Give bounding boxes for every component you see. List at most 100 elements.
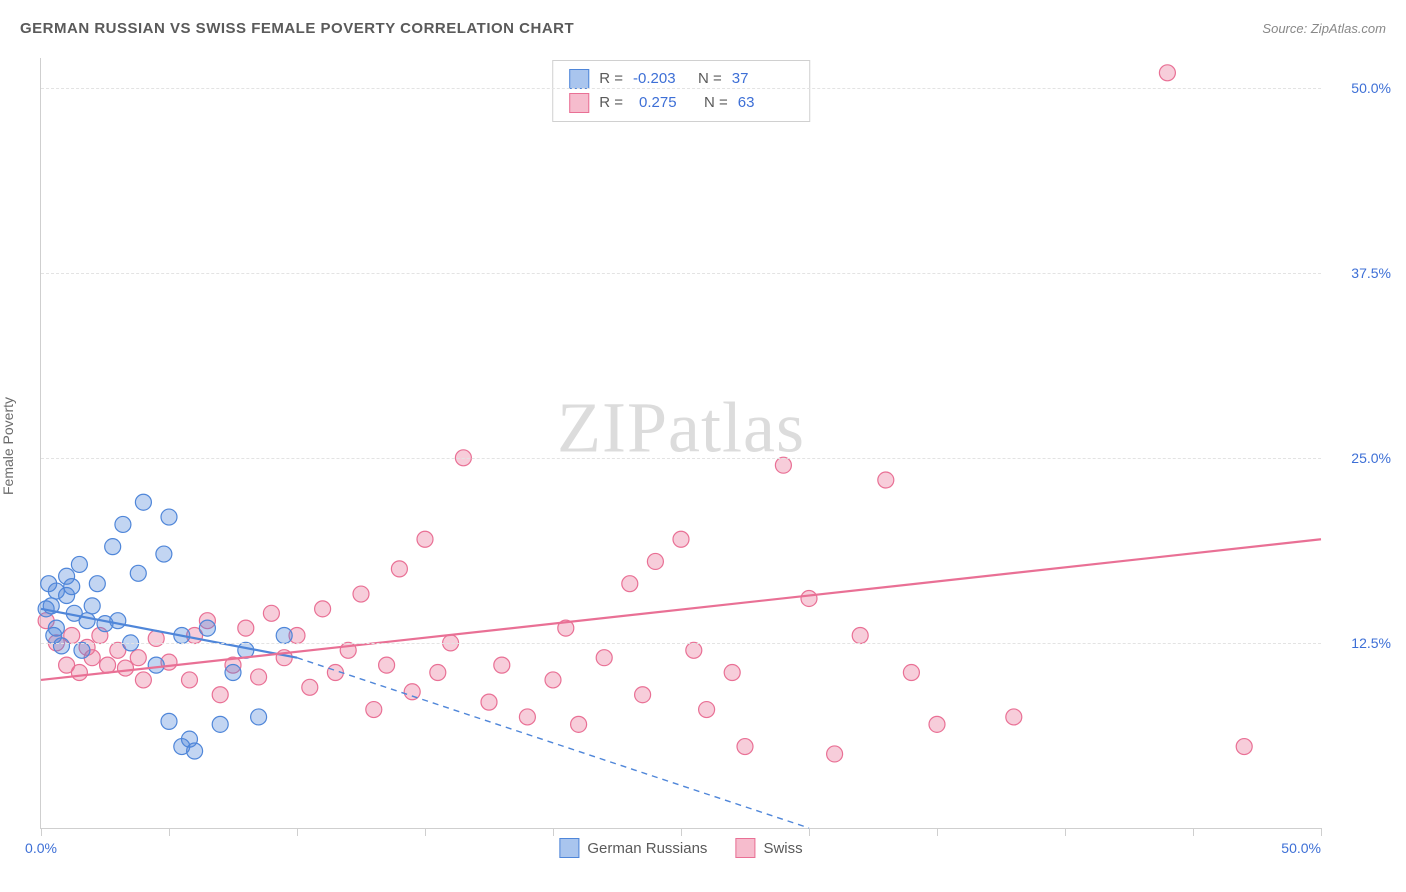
xtick: [41, 828, 42, 836]
scatter-point: [130, 650, 146, 666]
xtick-label: 0.0%: [25, 840, 57, 856]
scatter-point: [135, 672, 151, 688]
swatch-german-russians: [569, 69, 589, 89]
source-label: Source:: [1262, 21, 1307, 36]
scatter-point: [519, 709, 535, 725]
scatter-point: [801, 590, 817, 606]
scatter-point: [276, 628, 292, 644]
scatter-point: [417, 531, 433, 547]
xtick: [937, 828, 938, 836]
bottom-legend: German Russians Swiss: [559, 838, 802, 858]
scatter-point: [827, 746, 843, 762]
gridline-h: [41, 88, 1321, 89]
scatter-point: [878, 472, 894, 488]
scatter-point: [48, 620, 64, 636]
swatch-swiss: [569, 93, 589, 113]
chart-header: GERMAN RUSSIAN VS SWISS FEMALE POVERTY C…: [0, 0, 1406, 48]
scatter-point: [622, 576, 638, 592]
gridline-h: [41, 458, 1321, 459]
scatter-point: [699, 702, 715, 718]
xtick: [425, 828, 426, 836]
xtick: [1321, 828, 1322, 836]
scatter-point: [545, 672, 561, 688]
scatter-point: [148, 657, 164, 673]
scatter-point: [647, 553, 663, 569]
swatch-german-russians-bottom: [559, 838, 579, 858]
scatter-point: [110, 613, 126, 629]
scatter-point: [71, 665, 87, 681]
scatter-point: [571, 716, 587, 732]
scatter-point: [404, 684, 420, 700]
scatter-point: [852, 628, 868, 644]
scatter-point: [135, 494, 151, 510]
swatch-swiss-bottom: [735, 838, 755, 858]
legend-label-1: German Russians: [587, 840, 707, 857]
scatter-point: [724, 665, 740, 681]
scatter-point: [105, 539, 121, 555]
xtick: [809, 828, 810, 836]
scatter-point: [115, 516, 131, 532]
legend-label-2: Swiss: [763, 840, 802, 857]
scatter-point: [156, 546, 172, 562]
scatter-point: [366, 702, 382, 718]
scatter-point: [181, 672, 197, 688]
ytick-label: 37.5%: [1331, 265, 1391, 281]
xtick-label: 50.0%: [1281, 840, 1321, 856]
scatter-point: [64, 579, 80, 595]
stats-legend: R = -0.203 N = 37 R = 0.275 N = 63: [552, 60, 810, 122]
chart-title: GERMAN RUSSIAN VS SWISS FEMALE POVERTY C…: [20, 20, 574, 37]
scatter-point: [494, 657, 510, 673]
xtick: [681, 828, 682, 836]
plot-area: ZIPatlas R = -0.203 N = 37 R = 0.275 N =…: [40, 58, 1321, 829]
trend-line-swiss: [41, 539, 1321, 680]
r-value-2: 0.275: [633, 91, 694, 115]
scatter-point: [775, 457, 791, 473]
y-axis-label: Female Poverty: [0, 397, 16, 495]
xtick: [297, 828, 298, 836]
stats-row-2: R = 0.275 N = 63: [569, 91, 793, 115]
scatter-point: [302, 679, 318, 695]
scatter-point: [71, 556, 87, 572]
gridline-h: [41, 643, 1321, 644]
xtick: [1065, 828, 1066, 836]
source-name: ZipAtlas.com: [1311, 21, 1386, 36]
scatter-point: [430, 665, 446, 681]
scatter-point: [161, 713, 177, 729]
scatter-point: [903, 665, 919, 681]
scatter-point: [225, 665, 241, 681]
n-label-2: N =: [704, 91, 728, 115]
scatter-point: [130, 565, 146, 581]
scatter-point: [673, 531, 689, 547]
scatter-point: [89, 576, 105, 592]
scatter-point: [929, 716, 945, 732]
scatter-point: [1236, 739, 1252, 755]
scatter-point: [74, 642, 90, 658]
scatter-point: [481, 694, 497, 710]
xtick: [169, 828, 170, 836]
scatter-point: [635, 687, 651, 703]
scatter-point: [100, 657, 116, 673]
scatter-point: [391, 561, 407, 577]
scatter-point: [212, 716, 228, 732]
scatter-point: [686, 642, 702, 658]
scatter-point: [737, 739, 753, 755]
scatter-point: [79, 613, 95, 629]
scatter-point: [212, 687, 228, 703]
scatter-point: [161, 509, 177, 525]
scatter-point: [199, 620, 215, 636]
legend-item-german-russians: German Russians: [559, 838, 707, 858]
r-label-2: R =: [599, 91, 623, 115]
n-value-2: 63: [738, 91, 793, 115]
scatter-point: [84, 598, 100, 614]
scatter-point: [174, 739, 190, 755]
gridline-h: [41, 273, 1321, 274]
chart-svg: [41, 58, 1321, 828]
legend-item-swiss: Swiss: [735, 838, 802, 858]
scatter-point: [1159, 65, 1175, 81]
scatter-point: [251, 669, 267, 685]
scatter-point: [315, 601, 331, 617]
scatter-point: [53, 638, 69, 654]
scatter-point: [251, 709, 267, 725]
source-attribution: Source: ZipAtlas.com: [1262, 21, 1386, 36]
scatter-point: [263, 605, 279, 621]
